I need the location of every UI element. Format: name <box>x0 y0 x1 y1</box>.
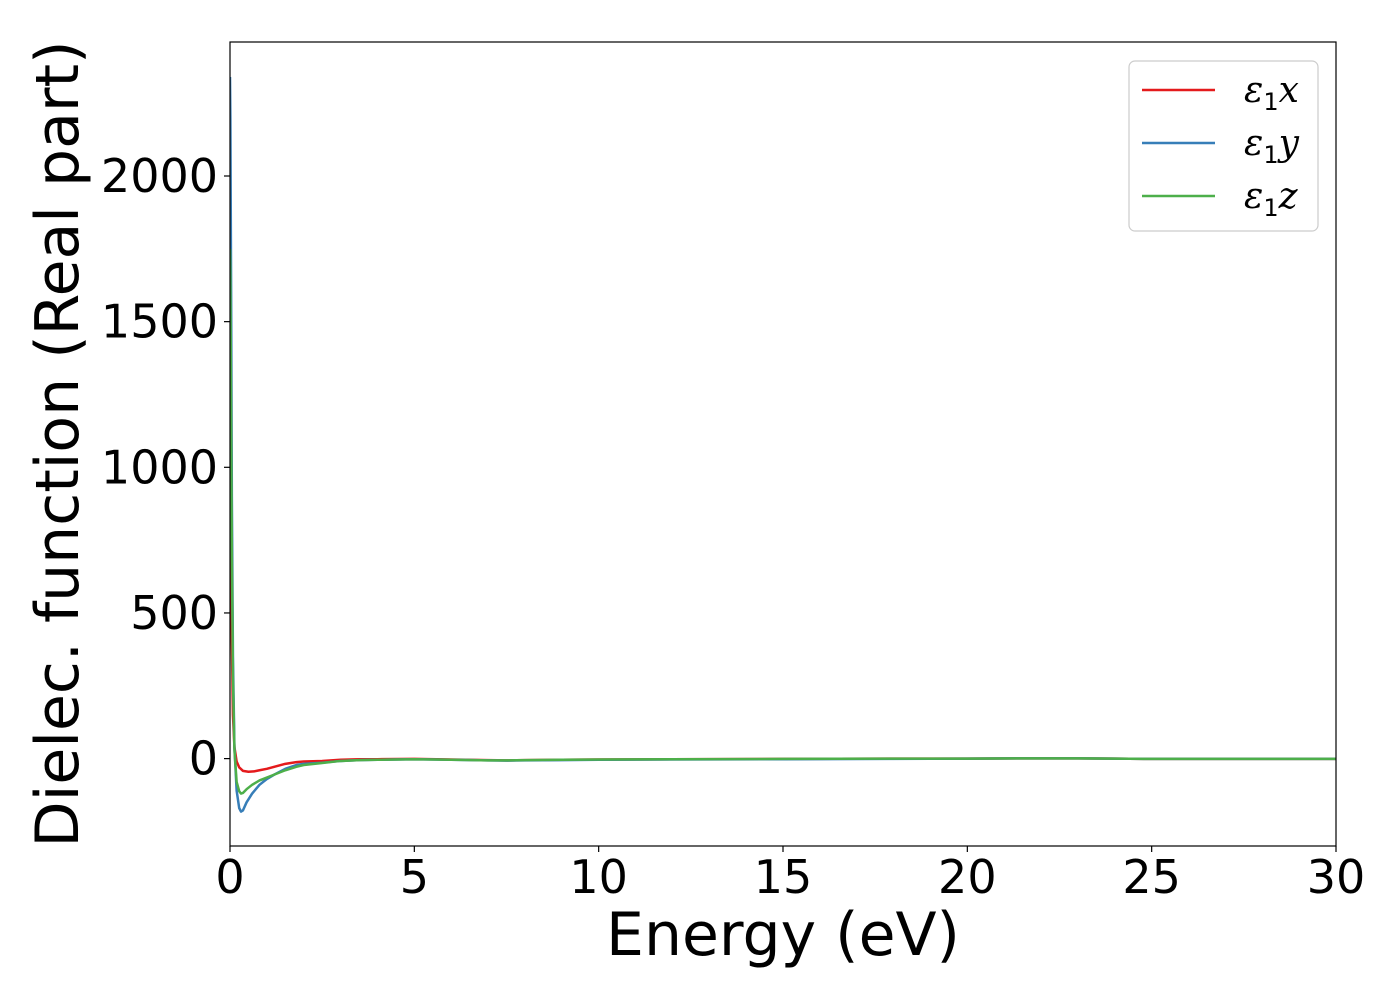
legend-label-component: x <box>1279 70 1299 111</box>
y-tick-label: 0 <box>189 732 218 786</box>
legend-box <box>1128 60 1319 232</box>
y-tick-label: 1500 <box>101 295 218 349</box>
legend-label-subscript: 1 <box>1263 194 1278 222</box>
x-tick-label: 30 <box>1307 850 1366 904</box>
series-line-x <box>230 409 1336 773</box>
legend-label-subscript: 1 <box>1263 88 1278 116</box>
legend-label-component: y <box>1277 123 1300 164</box>
legend-entry-z: ε1z <box>1142 176 1299 222</box>
legend-label-symbol: ε <box>1244 123 1263 164</box>
legend-label: ε1y <box>1244 123 1300 169</box>
x-tick-label: 15 <box>754 850 813 904</box>
x-tick-label: 5 <box>400 850 429 904</box>
legend-label-subscript: 1 <box>1263 141 1278 169</box>
y-axis-title: Dielec. function (Real part) <box>23 41 93 848</box>
y-tick-label: 1000 <box>101 440 218 494</box>
y-tick-label: 500 <box>130 586 218 640</box>
legend-entry-x: ε1x <box>1142 70 1299 116</box>
x-tick-label: 25 <box>1122 850 1181 904</box>
legend-label-component: z <box>1278 176 1299 217</box>
x-axis-title: Energy (eV) <box>606 900 960 970</box>
legend-label-symbol: ε <box>1244 70 1263 111</box>
plot-area <box>230 76 1336 813</box>
axes: 0 5 10 15 20 25 30 0 500 1000 1500 2000 Energy (eV) D… <box>23 41 1365 970</box>
legend-label: ε1z <box>1244 176 1299 222</box>
x-tick-label: 20 <box>938 850 997 904</box>
series-line-z <box>230 248 1336 795</box>
x-tick-label: 0 <box>215 850 244 904</box>
y-tick-label: 2000 <box>101 149 218 203</box>
legend-label-symbol: ε <box>1244 176 1263 217</box>
legend-entry-y: ε1y <box>1142 123 1300 169</box>
x-tick-label: 10 <box>569 850 628 904</box>
legend-label: ε1x <box>1244 70 1299 116</box>
